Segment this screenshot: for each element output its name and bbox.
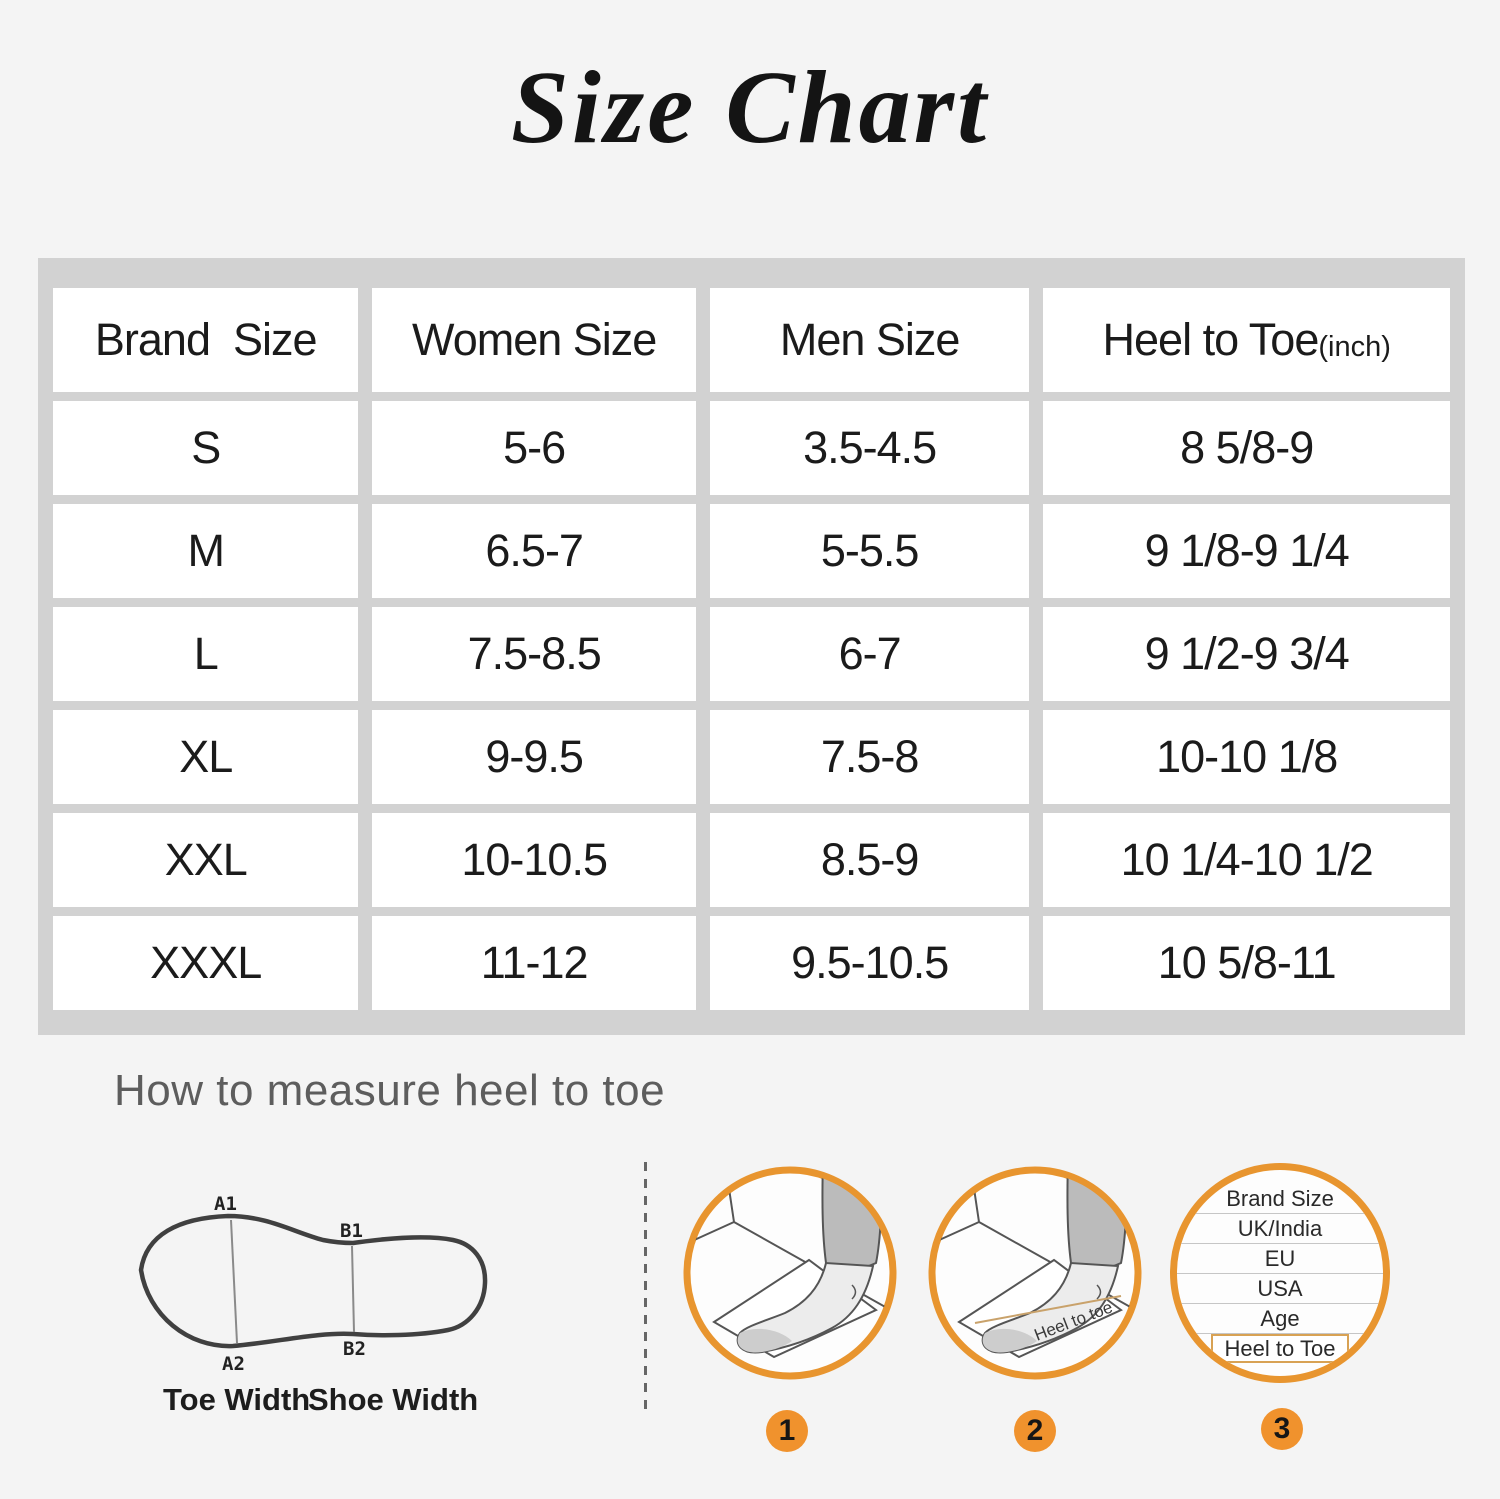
size-system-row: EU	[1177, 1242, 1383, 1273]
table-cell: 9.5-10.5	[709, 916, 1030, 1010]
header-cell: Brand Size	[53, 288, 359, 392]
table-cell: 5-5.5	[709, 504, 1030, 598]
step1-badge: 1	[766, 1410, 808, 1452]
label-b1: B1	[340, 1220, 363, 1242]
dashed-divider	[644, 1162, 647, 1412]
sole-diagram: A1 B1 A2 B2 Toe Width Shoe Width	[138, 1193, 488, 1417]
ankle-mark	[851, 1284, 857, 1300]
header-cell: Women Size	[372, 288, 696, 392]
table-cell: 7.5-8	[709, 710, 1030, 804]
table-cell: XXXL	[53, 916, 359, 1010]
table-cell: 9-9.5	[372, 710, 696, 804]
step3-badge: 3	[1261, 1408, 1303, 1450]
table-cell: 10-10.5	[372, 813, 696, 907]
table-cell: 8.5-9	[709, 813, 1030, 907]
sole-outline	[138, 1213, 488, 1349]
caption-shoe-width: Shoe Width	[308, 1382, 478, 1417]
table-cell: 6.5-7	[372, 504, 696, 598]
table-cell: 5-6	[372, 401, 696, 495]
size-system-row: Heel to Toe	[1177, 1332, 1383, 1363]
header-unit: (inch)	[1318, 330, 1391, 363]
table-cell: 6-7	[709, 607, 1030, 701]
table-cell: S	[53, 401, 359, 495]
measure-heading: How to measure heel to toe	[114, 1066, 666, 1115]
caption-toe-width: Toe Width	[163, 1382, 310, 1417]
table-cell: 10 5/8-11	[1043, 916, 1450, 1010]
shoe-width-line	[351, 1245, 355, 1333]
step2-badge: 2	[1014, 1410, 1056, 1452]
table-cell: 8 5/8-9	[1043, 401, 1450, 495]
table-cell: XXL	[53, 813, 359, 907]
table-cell: 10 1/4-10 1/2	[1043, 813, 1450, 907]
sock-toe-shade	[982, 1328, 1037, 1353]
page-title: Size Chart	[511, 50, 989, 165]
table-cell: 9 1/2-9 3/4	[1043, 607, 1450, 701]
header-cell: Heel to Toe (inch)	[1043, 288, 1450, 392]
size-system-row: Age	[1177, 1302, 1383, 1333]
step1-foot-illustration	[683, 1166, 897, 1380]
size-system-row: UK/India	[1177, 1212, 1383, 1243]
size-table-grid: Brand Size Women Size Men Size Heel to Toe(…	[38, 258, 1465, 1035]
table-cell: XL	[53, 710, 359, 804]
step2-foot-measure-illustration: Heel to toe	[928, 1166, 1142, 1380]
table-cell: 7.5-8.5	[372, 607, 696, 701]
size-systems-list: Brand Size UK/India EU USA Age Heel to Toe	[1170, 1163, 1390, 1383]
toe-width-line	[230, 1219, 238, 1344]
table-cell: 3.5-4.5	[709, 401, 1030, 495]
table-cell: 11-12	[372, 916, 696, 1010]
sock-toe-shade	[737, 1328, 792, 1353]
label-a2: A2	[222, 1353, 245, 1375]
table-cell: M	[53, 504, 359, 598]
label-a1: A1	[214, 1193, 237, 1215]
header-cell: Men Size	[709, 288, 1030, 392]
table-cell: 10-10 1/8	[1043, 710, 1450, 804]
size-system-row: USA	[1177, 1272, 1383, 1303]
size-system-row: Brand Size	[1226, 1185, 1334, 1211]
label-b2: B2	[343, 1338, 366, 1360]
heel-to-toe-box: Heel to Toe	[1210, 1333, 1350, 1363]
table-cell: L	[53, 607, 359, 701]
ankle-mark	[1096, 1284, 1102, 1300]
table-cell: 9 1/8-9 1/4	[1043, 504, 1450, 598]
heel-to-toe-line	[974, 1295, 1122, 1324]
